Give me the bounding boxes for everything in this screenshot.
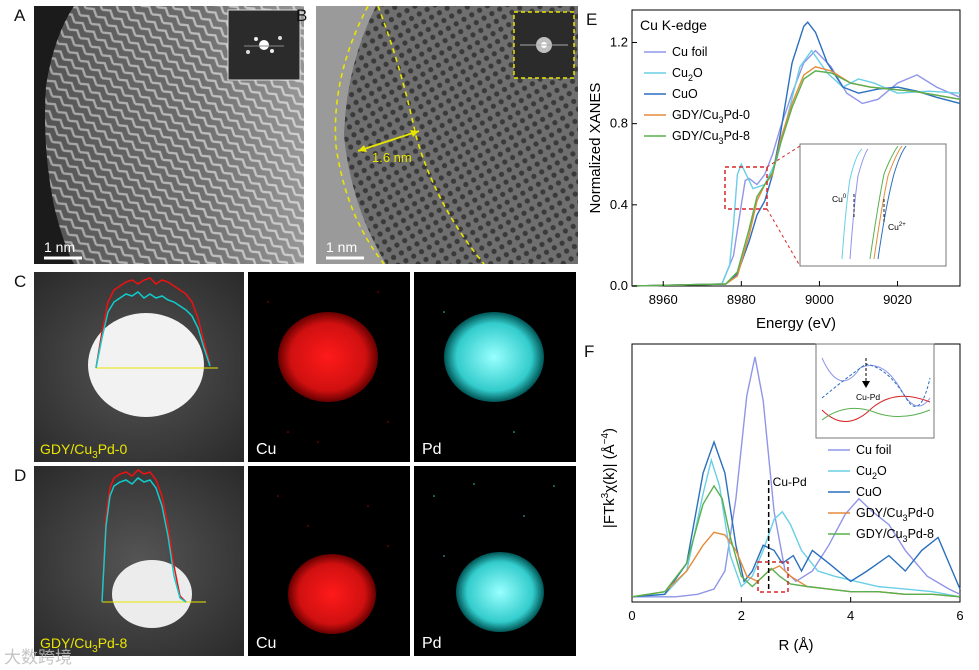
panel-f-label: F [584,342,595,361]
chart-f-legend-item-gdy-cu3pd-8: GDY/Cu3Pd-8 [856,527,934,544]
panel-a-fft-inset [244,36,284,54]
panel-c-cu-map: Cu [248,272,410,462]
panel-c-pd-map: Pd [414,272,576,462]
panel-a-stem-image: 1 nm [34,6,304,264]
chart-e-legend-item-cuo: CuO [672,87,698,101]
chart-e-xtick-label: 9000 [805,292,834,307]
chart-e-title: Cu K-edge [640,17,707,33]
chart-e-inset-cu0: Cu0 [832,194,847,204]
chart-e-legend-item-gdy-cu3pd-0: GDY/Cu3Pd-0 [672,108,750,125]
chart-e-legend-item-cu2o: Cu2O [672,66,703,83]
chart-e-series-cuo [631,21,961,287]
chart-f-legend-item-cu2o: Cu2O [856,464,887,481]
panel-a-label: A [14,6,26,25]
chart-e-xanes: 8960 8980 9000 9020 0.0 0.4 0.8 1.2 Cu K-edge C… [588,9,961,332]
chart-e-xtick-label: 9020 [883,292,912,307]
panel-d-pd-label: Pd [422,635,442,652]
chart-f-ft-exafs: 0 2 4 6 Cu foil Cu2O CuO GDY/Cu3Pd-0 GDY/Cu3Pd-… [600,343,964,654]
panel-d-sample-label: GDY/Cu3Pd-8 [40,635,127,655]
chart-e-ytick-label: 0.4 [610,197,628,212]
chart-f-inset-label: Cu-Pd [856,392,880,402]
chart-f-ylabel: |FTk3χ(k)| (Å−4) [600,428,618,528]
panel-c-sample-label: GDY/Cu3Pd-0 [40,441,127,461]
chart-e-legend-item-cu-foil: Cu foil [672,45,707,59]
panel-d-cu-label: Cu [256,635,276,652]
chart-e-ytick-label: 0.0 [610,278,628,293]
panel-b-measure-label: 1.6 nm [372,150,412,165]
panel-d-pd-profile [101,477,187,603]
panel-a-scale-label: 1 nm [44,239,75,255]
panel-b-left-boundary [334,6,385,264]
chart-e-ytick-label: 0.8 [610,116,628,131]
chart-f-inset: Cu-Pd [815,343,935,439]
chart-f-series-cuo [631,439,961,598]
panel-c-label: C [14,272,27,291]
panel-b-fft-inset [520,37,568,53]
panel-c-cu-profile [95,277,211,369]
panel-b-label: B [296,6,308,25]
chart-e-ytick-label: 1.2 [610,34,628,49]
chart-e-legend-item-gdy-cu3pd-8: GDY/Cu3Pd-8 [672,129,750,146]
panel-d-pd-map: Pd [414,466,576,656]
chart-e-xtick-label: 8960 [649,292,678,307]
chart-f-series-cu2o [631,457,961,598]
watermark: 大数跨境 [4,648,72,668]
panel-b-right-boundary [377,6,485,264]
chart-f-legend-item-cu-foil: Cu foil [856,443,891,457]
chart-e-xtick-label: 8980 [727,292,756,307]
chart-f-series-gdy-cu3pd-8 [631,484,961,598]
chart-f-highlight-box [757,561,789,593]
panel-e-label: E [586,10,598,29]
chart-e-frame [631,9,961,287]
chart-e-ylabel: Normalized XANES [588,83,604,214]
panel-b-measure-arrow [357,130,420,152]
panel-d-label: D [14,466,27,485]
chart-e-xlabel: Energy (eV) [756,315,836,332]
chart-f-legend-item-gdy-cu3pd-0: GDY/Cu3Pd-0 [856,506,934,523]
chart-f-cupd-annotation: Cu-Pd [773,475,807,489]
panel-b-scale-label: 1 nm [326,239,357,255]
chart-f-xtick-label: 0 [628,608,635,623]
chart-f-xtick-label: 2 [738,608,745,623]
panel-d-cu-map: Cu [248,466,410,656]
chart-f-xtick-label: 6 [956,608,963,623]
panel-c-pd-profile [95,291,211,369]
chart-f-legend-item-cuo: CuO [856,485,882,499]
chart-f-frame [631,343,961,603]
panel-c-pd-label: Pd [422,441,442,458]
panel-b-hrtem-image: 1.6 nm 1 nm [316,6,578,264]
chart-e-series-gdy-cu3pd-8 [631,70,961,287]
panel-c-cu-label: Cu [256,441,276,458]
panel-c-haadf-image: GDY/Cu3Pd-0 [34,272,244,462]
chart-f-xlabel: R (Å) [779,637,814,654]
chart-e-series-cu-foil [631,49,961,287]
panel-d-haadf-image: GDY/Cu3Pd-8 [34,466,244,656]
chart-e-highlight-box [724,166,768,210]
chart-e-inset-cu2: Cu2+ [888,222,906,232]
panel-d-cu-profile [101,469,187,603]
chart-e-inset: Cu0 Cu2+ [799,143,947,267]
chart-f-xtick-label: 4 [847,608,854,623]
